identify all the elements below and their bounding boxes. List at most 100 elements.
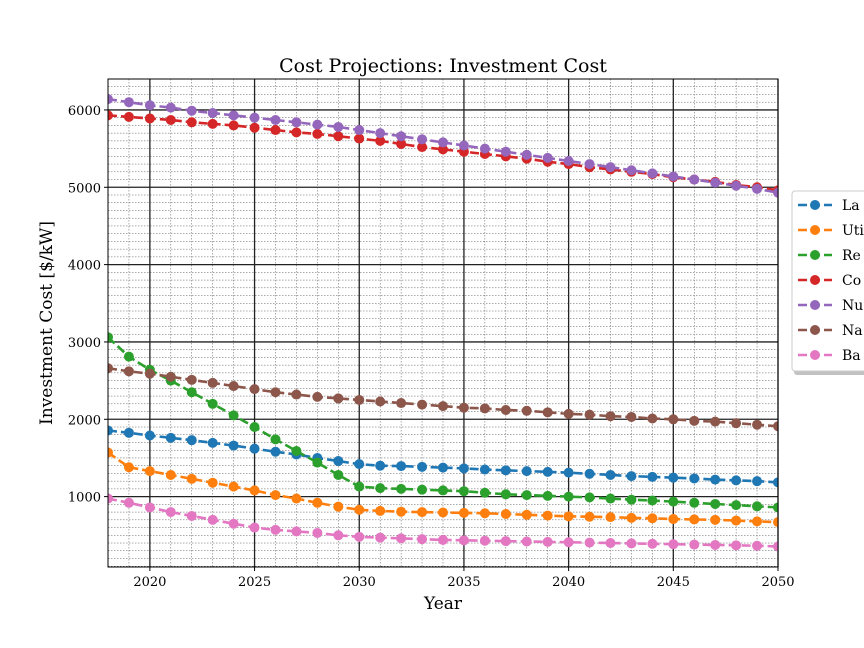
- data-point: [689, 514, 700, 525]
- data-point: [123, 497, 134, 508]
- data-point: [186, 510, 197, 521]
- legend-marker: [810, 200, 820, 210]
- data-point: [228, 440, 239, 451]
- data-point: [354, 481, 365, 492]
- data-point: [270, 446, 281, 457]
- data-point: [417, 134, 428, 145]
- data-point: [375, 460, 386, 471]
- data-point: [312, 128, 323, 139]
- data-point: [333, 530, 344, 541]
- data-point: [458, 507, 469, 518]
- legend: La Uti Re Co Nu Na Ba: [791, 190, 864, 375]
- x-tick-label: 2035: [447, 575, 480, 590]
- data-point: [249, 384, 260, 395]
- legend-marker: [810, 225, 820, 235]
- data-point: [647, 513, 658, 524]
- series-line: [108, 97, 778, 194]
- data-point: [228, 110, 239, 121]
- data-point: [270, 125, 281, 136]
- data-point: [207, 118, 218, 129]
- data-point: [108, 493, 113, 504]
- data-point: [123, 427, 134, 438]
- x-tick-label: 2030: [343, 575, 376, 590]
- data-point: [710, 416, 721, 427]
- legend-marker: [810, 325, 820, 335]
- data-point: [521, 405, 532, 416]
- data-point: [165, 102, 176, 113]
- data-point: [542, 510, 553, 521]
- data-point: [668, 171, 679, 182]
- data-point: [228, 481, 239, 492]
- series-line: [108, 336, 778, 509]
- data-point: [479, 508, 490, 519]
- series-line: [108, 429, 778, 484]
- data-point: [207, 398, 218, 409]
- data-point: [584, 159, 595, 170]
- legend-label: Re: [842, 248, 861, 264]
- data-point: [731, 475, 742, 486]
- data-point: [479, 487, 490, 498]
- data-point: [291, 389, 302, 400]
- data-point: [500, 146, 511, 157]
- x-tick-label: 2045: [657, 575, 690, 590]
- data-point: [710, 514, 721, 525]
- data-point: [186, 105, 197, 116]
- data-point: [752, 476, 763, 487]
- data-point: [689, 473, 700, 484]
- data-point: [270, 524, 281, 535]
- data-point: [710, 474, 721, 485]
- data-point: [186, 435, 197, 446]
- legend-marker: [810, 275, 820, 285]
- data-point: [438, 462, 448, 473]
- x-tick-label: 2050: [761, 575, 794, 590]
- data-point: [165, 432, 176, 443]
- data-point: [417, 534, 428, 545]
- data-point: [123, 97, 134, 108]
- data-point: [542, 490, 553, 501]
- data-point: [438, 507, 448, 518]
- y-axis: 1000 2000 3000 4000 5000 6000: [68, 104, 108, 506]
- data-point: [123, 462, 134, 473]
- data-point: [375, 135, 386, 146]
- data-point: [270, 387, 281, 398]
- data-point: [207, 108, 218, 119]
- data-point: [668, 539, 679, 550]
- data-point: [228, 381, 239, 392]
- legend-label: Co: [842, 273, 861, 289]
- data-point: [438, 534, 448, 545]
- y-tick-label: 5000: [68, 181, 101, 196]
- data-point: [249, 522, 260, 533]
- data-point: [752, 419, 763, 430]
- y-tick-label: 4000: [68, 259, 101, 274]
- data-point: [312, 457, 323, 468]
- data-point: [731, 500, 742, 511]
- data-point: [144, 430, 155, 441]
- data-point: [396, 131, 407, 142]
- data-point: [333, 393, 344, 404]
- data-point: [375, 483, 386, 494]
- x-tick-label: 2025: [238, 575, 271, 590]
- data-point: [500, 465, 511, 476]
- data-point: [584, 537, 595, 548]
- data-point: [207, 437, 218, 448]
- data-point: [773, 517, 778, 528]
- data-point: [108, 425, 113, 436]
- data-point: [333, 501, 344, 512]
- data-point: [312, 497, 323, 508]
- data-point: [542, 152, 553, 163]
- data-point: [396, 461, 407, 472]
- data-point: [542, 466, 553, 477]
- data-point: [458, 140, 469, 151]
- data-point: [752, 183, 763, 194]
- data-point: [396, 533, 407, 544]
- x-axis-title: Year: [423, 594, 463, 614]
- data-point: [249, 112, 260, 123]
- data-point: [144, 502, 155, 513]
- series-0: [108, 425, 778, 488]
- data-point: [605, 512, 616, 523]
- data-point: [605, 538, 616, 549]
- data-point: [752, 501, 763, 512]
- data-point: [207, 377, 218, 388]
- data-point: [626, 538, 637, 549]
- data-point: [647, 538, 658, 549]
